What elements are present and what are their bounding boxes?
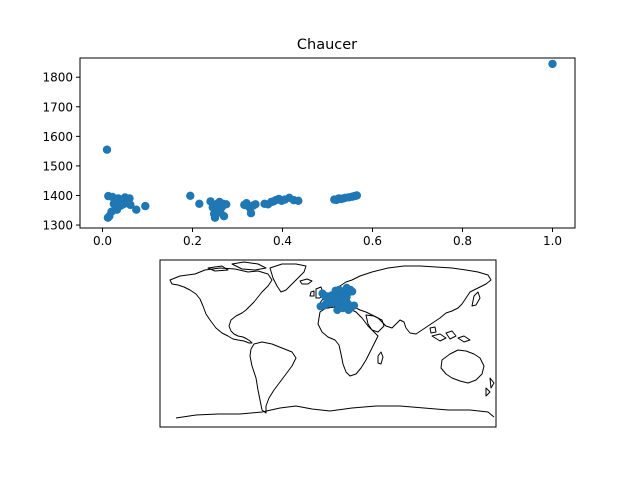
- coastline-eurasia: [317, 265, 492, 335]
- y-tick-label: 1800: [42, 71, 73, 85]
- coastline-south-america: [249, 341, 297, 414]
- x-tick-label: 0.4: [273, 234, 292, 248]
- map-frame: [159, 259, 497, 428]
- map-marker: [342, 283, 351, 292]
- scatter-plot: Chaucer 0.0 0.2 0.4 0.6 0.8 1.0 1300140015001…: [42, 37, 576, 248]
- scatter-point: [141, 201, 150, 211]
- map-marker: [335, 285, 344, 294]
- coastline-arctic-islands: [207, 261, 267, 272]
- x-tick-label: 0.8: [453, 234, 472, 248]
- scatter-point: [125, 194, 134, 203]
- scatter-point: [352, 191, 361, 200]
- coastlines: [169, 261, 495, 419]
- scatter-point: [126, 200, 135, 210]
- y-tick-label: 1500: [42, 159, 73, 173]
- y-tick-label: 1400: [42, 189, 73, 203]
- map-marker: [350, 301, 359, 310]
- y-tick-label: 1300: [42, 219, 73, 233]
- coastline-new-zealand: [485, 377, 495, 397]
- coastline-arabia: [365, 314, 385, 333]
- coastline-iceland: [299, 278, 313, 285]
- scatter-point: [246, 209, 256, 218]
- chart-title: Chaucer: [297, 37, 357, 53]
- scatter-point: [186, 191, 195, 200]
- x-axis: 0.0 0.2 0.4 0.6 0.8 1.0: [93, 228, 562, 248]
- map-marker: [344, 306, 353, 315]
- x-tick-label: 0.6: [363, 234, 382, 248]
- coastline-north-america: [169, 267, 273, 344]
- map-markers: [316, 283, 359, 315]
- y-axis: 1300 1400 1500 1600 1700 1800: [42, 71, 80, 233]
- y-tick-label: 1700: [42, 100, 73, 114]
- scatter-point: [102, 145, 112, 154]
- x-tick-label: 0.2: [183, 234, 202, 248]
- map-background: [160, 260, 496, 427]
- coastline-madagascar: [377, 351, 384, 365]
- scatter-point: [294, 196, 303, 205]
- scatter-point: [548, 59, 557, 69]
- x-tick-label: 1.0: [543, 234, 562, 248]
- coastline-australia: [440, 349, 485, 384]
- coastline-antarctica: [175, 405, 495, 419]
- world-map: [159, 259, 497, 428]
- scatter-point: [222, 200, 231, 209]
- scatter-point: [132, 205, 141, 214]
- scatter-point: [210, 213, 220, 222]
- coastline-greenland: [269, 263, 307, 293]
- scatter-point: [251, 200, 260, 209]
- coastline-japan: [471, 291, 481, 307]
- scatter-points: [102, 59, 557, 222]
- scatter-point: [219, 212, 229, 221]
- scatter-point: [195, 199, 204, 208]
- plot-frame: [79, 57, 576, 229]
- x-tick-label: 0.0: [93, 234, 112, 248]
- y-tick-label: 1600: [42, 130, 73, 144]
- coastline-southeast-asia: [429, 326, 471, 343]
